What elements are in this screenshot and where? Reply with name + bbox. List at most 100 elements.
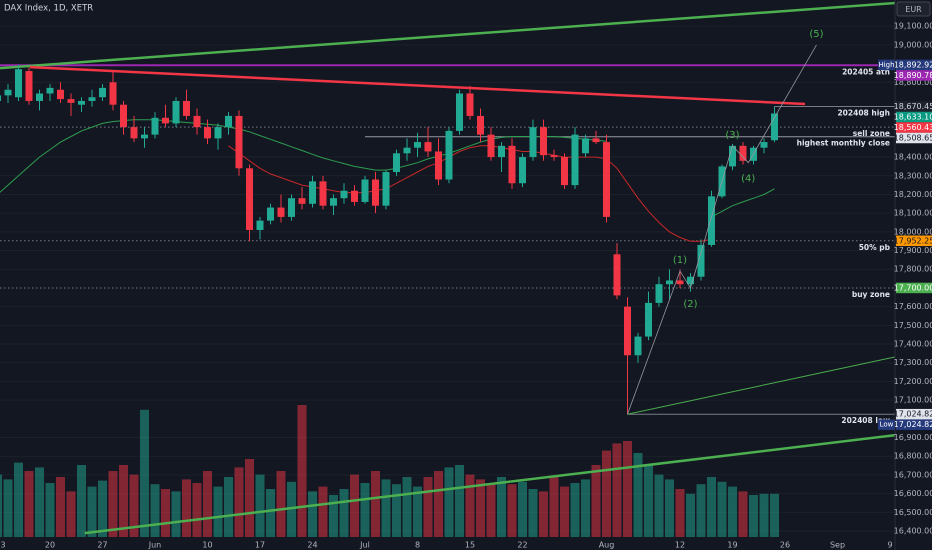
level-label: highest monthly close — [797, 139, 890, 148]
y-tick-label: 17,600.00 — [894, 302, 932, 311]
y-tick-label: 17,300.00 — [894, 358, 932, 367]
x-tick-label: 9 — [887, 541, 892, 550]
volume-bar — [749, 495, 758, 537]
moving-average — [0, 119, 607, 193]
volume-bar — [339, 489, 349, 537]
volume-bar — [224, 477, 233, 537]
y-tick-label: 17,100.00 — [894, 396, 932, 405]
y-tick-label: 16,500.00 — [894, 508, 932, 517]
candle-body — [46, 87, 54, 94]
volume-bar — [318, 486, 328, 537]
candle-body — [687, 276, 694, 285]
y-tick-label: 17,500.00 — [894, 321, 932, 330]
volume-bar — [402, 477, 412, 537]
volume-bar — [665, 479, 674, 537]
extreme-name: High — [878, 61, 894, 69]
candle-body — [571, 134, 579, 186]
price-tag — [896, 101, 932, 112]
y-tick-label: 16,400.00 — [894, 527, 932, 536]
candle-body — [172, 100, 180, 124]
candle-body — [351, 190, 358, 202]
price-tag-label: 18,508.65 — [894, 133, 932, 142]
candle-body — [4, 89, 12, 96]
plot-area: (1) (2) (3) (4) (5) 202405 ath 202408 high sell… — [0, 1, 896, 537]
trendline — [30, 65, 806, 106]
volume-bar — [486, 483, 496, 537]
volume-bar — [161, 489, 170, 537]
candle-body — [498, 145, 505, 158]
price-tag — [896, 132, 932, 144]
x-tick-label: Jun — [148, 541, 162, 550]
price-tag — [896, 408, 932, 420]
price-tag — [896, 70, 932, 81]
candle-body — [508, 145, 516, 184]
x-tick-label: 3 — [0, 541, 5, 550]
candle-body — [361, 179, 369, 202]
volume-bar — [707, 477, 716, 537]
volume-bar — [255, 474, 265, 537]
volume-bar — [623, 441, 632, 537]
volume-bar — [633, 453, 643, 537]
x-tick-label: 26 — [780, 541, 790, 550]
volume-bar — [444, 467, 454, 537]
candle-body — [15, 69, 22, 98]
candle-body — [36, 93, 43, 101]
x-tick-label: 8 — [415, 541, 420, 550]
level-label: 202408 low — [841, 416, 890, 425]
volume-bar — [350, 474, 359, 537]
volume-bar — [717, 481, 727, 537]
y-tick-label: 17,900.00 — [894, 246, 932, 255]
candle-body — [655, 284, 663, 303]
trendline — [84, 433, 896, 535]
candle-body — [676, 280, 684, 285]
price-tag-label: 17,024.82 — [894, 410, 932, 419]
trendline — [627, 356, 896, 415]
volume-bar — [3, 479, 13, 537]
candle-body — [319, 181, 327, 206]
candle-body — [382, 172, 390, 206]
candle-body — [309, 181, 316, 204]
volume-bar — [497, 477, 506, 537]
y-tick-label: 18,300.00 — [894, 171, 932, 180]
price-tag-label: 17,700.00 — [894, 283, 932, 292]
candle-body — [445, 130, 453, 180]
candle-body — [613, 254, 621, 296]
candle-body — [204, 127, 211, 139]
volume-bar — [140, 409, 149, 537]
candle-body — [477, 115, 484, 135]
volume-bar — [518, 481, 527, 537]
volume-bar — [108, 471, 118, 537]
y-tick-label: 18,000.00 — [894, 227, 932, 236]
candle-body — [78, 100, 85, 105]
candle-body — [151, 117, 159, 135]
x-tick-label: 10 — [202, 541, 212, 550]
volume-bar — [360, 483, 370, 537]
candle-body — [193, 115, 201, 128]
level-label: 202405 ath — [842, 67, 890, 76]
currency-box[interactable] — [896, 1, 931, 17]
x-tick-label: 17 — [255, 541, 265, 550]
volume-bar — [507, 484, 517, 537]
trendline — [0, 1, 896, 70]
volume-bar — [297, 405, 307, 537]
volume-bar — [528, 489, 538, 537]
volume-bar — [98, 480, 107, 537]
y-tick-label: 18,800.00 — [894, 78, 932, 87]
volume-bar — [14, 462, 23, 537]
candle-body — [67, 99, 75, 103]
level-label: 202408 high — [837, 108, 890, 117]
volume-bar — [728, 486, 737, 537]
candle-body — [57, 89, 64, 100]
level-label: 50% pb — [859, 243, 891, 252]
volume-bar — [612, 443, 622, 537]
volume-bar — [770, 493, 779, 537]
price-tag-label: 17,952.25 — [894, 236, 932, 245]
candle-body — [414, 142, 421, 148]
y-tick-label: 17,200.00 — [894, 377, 932, 386]
candle-body — [645, 302, 652, 337]
volume-bar — [329, 495, 338, 537]
y-tick-label: 16,800.00 — [894, 452, 932, 461]
candle-body — [634, 336, 642, 356]
x-tick-label: 19 — [727, 541, 737, 550]
extreme-name-tag — [878, 59, 895, 71]
